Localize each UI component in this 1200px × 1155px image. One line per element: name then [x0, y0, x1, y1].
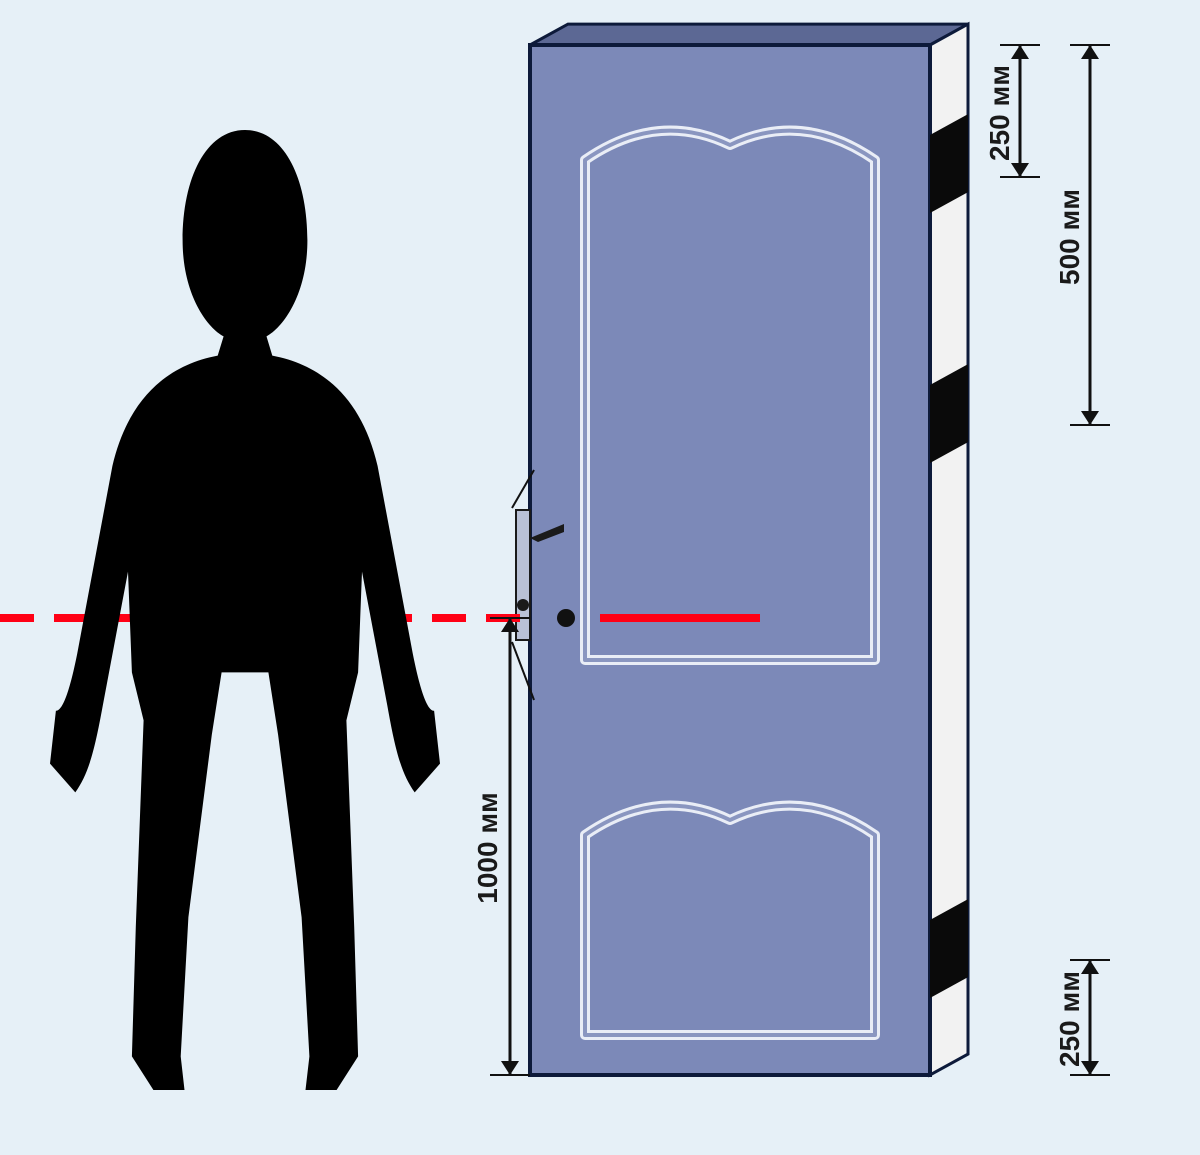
dim-250-bot-label: 250 мм — [1054, 959, 1086, 1079]
keyhole — [517, 599, 529, 611]
dim-500-label: 500 мм — [1054, 177, 1086, 297]
dim-250-top-label: 250 мм — [984, 53, 1016, 173]
human-silhouette — [50, 130, 440, 1090]
door-top-face — [530, 24, 968, 45]
handle-axis-dot — [557, 609, 575, 627]
diagram-svg — [0, 0, 1200, 1150]
dim-1000-label: 1000 мм — [472, 788, 504, 908]
diagram-stage: 250 мм 500 мм 1000 мм 250 мм — [0, 0, 1200, 1150]
